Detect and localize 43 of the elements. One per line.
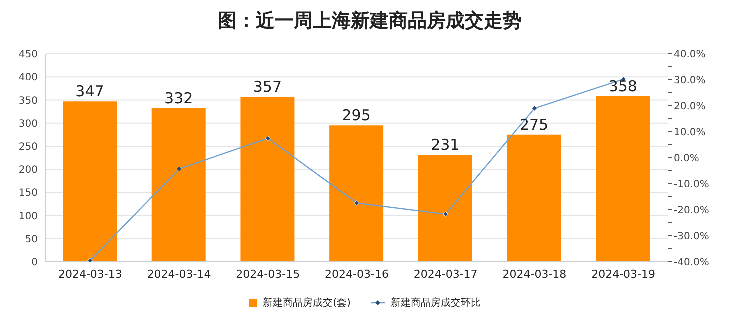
y-tick-label: 150 <box>18 188 38 200</box>
y2-tick-label: 10.0% <box>674 128 706 139</box>
x-tick-label: 2024-03-13 <box>58 268 122 281</box>
y-tick-label: 400 <box>18 72 38 84</box>
bar <box>240 96 295 262</box>
bar <box>596 96 650 262</box>
data-label: 275 <box>520 116 549 134</box>
y-tick-label: 100 <box>18 211 38 222</box>
legend-label: 新建商品房成交(套) <box>262 296 351 310</box>
y-tick-label: 250 <box>18 142 38 153</box>
y2-tick-label: 40.0% <box>674 50 706 61</box>
y2-tick-label: -40.0% <box>674 258 710 269</box>
data-label: 347 <box>76 82 104 101</box>
data-label: 231 <box>431 136 460 154</box>
x-tick-label: 2024-03-14 <box>147 268 212 281</box>
y2-tick-label: -30.0% <box>674 232 710 243</box>
data-label: 332 <box>164 90 194 108</box>
x-tick-label: 2024-03-15 <box>236 268 300 281</box>
y-tick-label: 200 <box>18 165 38 176</box>
y-tick-label: 450 <box>18 50 38 61</box>
y2-tick-label: 20.0% <box>674 102 706 113</box>
data-label: 357 <box>253 78 282 96</box>
bar <box>330 126 384 262</box>
x-tick-label: 2024-03-16 <box>325 268 389 281</box>
x-tick-label: 2024-03-18 <box>502 268 567 281</box>
y-tick-label: 300 <box>18 118 38 130</box>
x-tick-label: 2024-03-17 <box>414 268 478 281</box>
y2-tick-label: 0.0% <box>674 154 700 165</box>
y2-tick-label: -10.0% <box>674 180 710 191</box>
bar <box>63 102 117 262</box>
chart-title: 图：近一周上海新建商品房成交走势 <box>217 9 523 34</box>
legend-label: 新建商品房成交环比 <box>390 296 481 310</box>
bar <box>152 108 206 262</box>
y-tick-label: 50 <box>25 234 38 246</box>
y-tick-label: 0 <box>32 258 38 269</box>
bar <box>507 134 562 262</box>
data-label: 358 <box>608 78 638 96</box>
data-label: 295 <box>342 106 371 125</box>
x-tick-label: 2024-03-19 <box>592 268 656 281</box>
y2-tick-label: -20.0% <box>674 206 710 217</box>
bar <box>418 155 472 262</box>
y2-tick-label: 30.0% <box>674 76 706 87</box>
y-tick-label: 350 <box>18 96 38 107</box>
